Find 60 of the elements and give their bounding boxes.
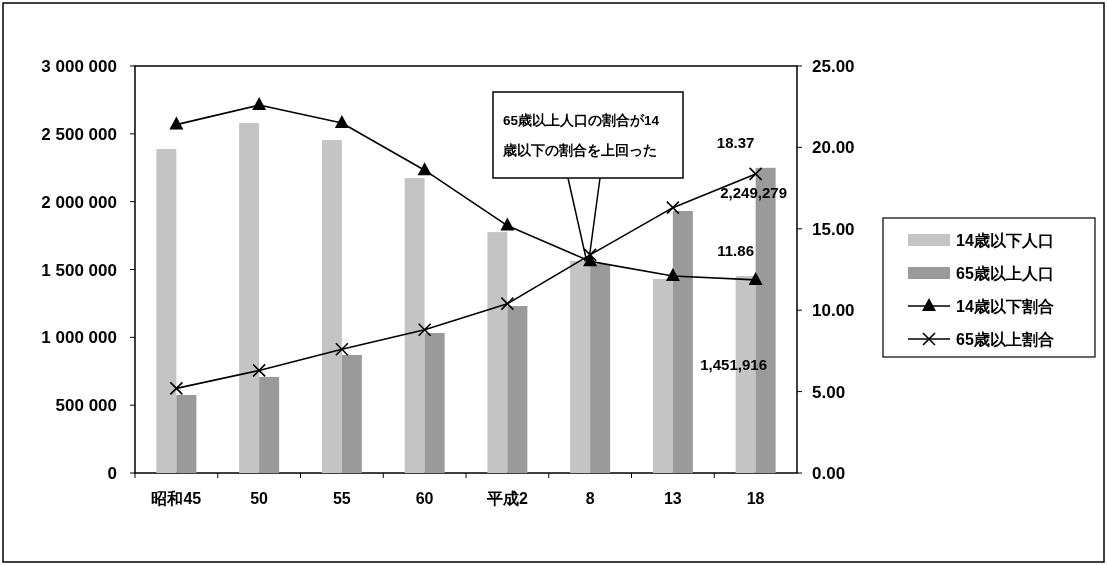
point bbox=[665, 268, 680, 282]
point bbox=[500, 217, 515, 231]
x-tick-label: 昭和45 bbox=[151, 490, 202, 507]
bar bbox=[156, 149, 177, 473]
bar bbox=[652, 279, 673, 473]
bar bbox=[424, 332, 445, 473]
point bbox=[500, 296, 515, 311]
bar bbox=[590, 264, 611, 473]
y2-tick-label: 10.00 bbox=[812, 301, 855, 321]
bar bbox=[321, 140, 342, 473]
point bbox=[666, 200, 680, 215]
point bbox=[252, 363, 266, 378]
y-tick-label: 0 bbox=[107, 464, 117, 483]
x-tick-label: 50 bbox=[250, 490, 269, 507]
point bbox=[252, 97, 267, 111]
y-tick-label: 1 000 000 bbox=[41, 328, 117, 348]
bar bbox=[672, 211, 693, 473]
legend-label: 65歳以上割合 bbox=[956, 331, 1054, 348]
point bbox=[417, 322, 432, 337]
data-label: 18.37 bbox=[716, 133, 755, 151]
y2-tick-label: 15.00 bbox=[812, 219, 855, 239]
x-tick-label: 18 bbox=[746, 490, 765, 507]
point bbox=[335, 342, 349, 357]
point bbox=[417, 162, 432, 176]
y2-tick-label: 0.00 bbox=[812, 464, 846, 483]
y2-tick-label: 20.00 bbox=[812, 138, 855, 158]
y-tick-label: 2 500 000 bbox=[41, 124, 117, 144]
point bbox=[334, 114, 349, 128]
y2-tick-label: 5.00 bbox=[812, 382, 846, 402]
y-tick-label: 1 500 000 bbox=[41, 260, 117, 280]
x-tick-label: 平成2 bbox=[485, 490, 528, 507]
bar bbox=[239, 122, 260, 473]
bar bbox=[487, 232, 508, 473]
point bbox=[169, 381, 184, 396]
x-tick-label: 8 bbox=[585, 490, 595, 507]
annotation: 65歳以上人口の割合が14歳以下の割合を上回った bbox=[502, 112, 660, 158]
data-label: 11.86 bbox=[717, 241, 754, 259]
point bbox=[583, 248, 597, 262]
legend-label: 14歳以下割合 bbox=[956, 298, 1054, 315]
x-tick-label: 55 bbox=[332, 490, 351, 507]
bar bbox=[259, 376, 280, 473]
point bbox=[748, 271, 763, 285]
point bbox=[169, 116, 184, 130]
x-tick-label: 60 bbox=[415, 490, 434, 507]
data-label: 1,451,916 bbox=[700, 356, 767, 374]
bar bbox=[176, 394, 197, 473]
legend-label: 14歳以下人口 bbox=[956, 232, 1054, 249]
y-tick-label: 500 000 bbox=[55, 396, 117, 416]
y-tick-label: 2 000 000 bbox=[41, 192, 117, 212]
legend-label: 65歳以上人口 bbox=[956, 265, 1054, 282]
bar bbox=[507, 305, 528, 473]
point bbox=[748, 167, 763, 181]
data-label: 2,249,279 bbox=[720, 183, 787, 201]
y2-tick-label: 25.00 bbox=[812, 57, 855, 76]
callout: 65歳以上人口の割合が14歳以下の割合を上回った bbox=[492, 91, 684, 268]
bar bbox=[341, 354, 362, 473]
bar bbox=[404, 178, 425, 473]
x-tick-label: 13 bbox=[663, 490, 682, 507]
y-tick-label: 3 000 000 bbox=[41, 57, 117, 76]
bar bbox=[570, 260, 591, 473]
